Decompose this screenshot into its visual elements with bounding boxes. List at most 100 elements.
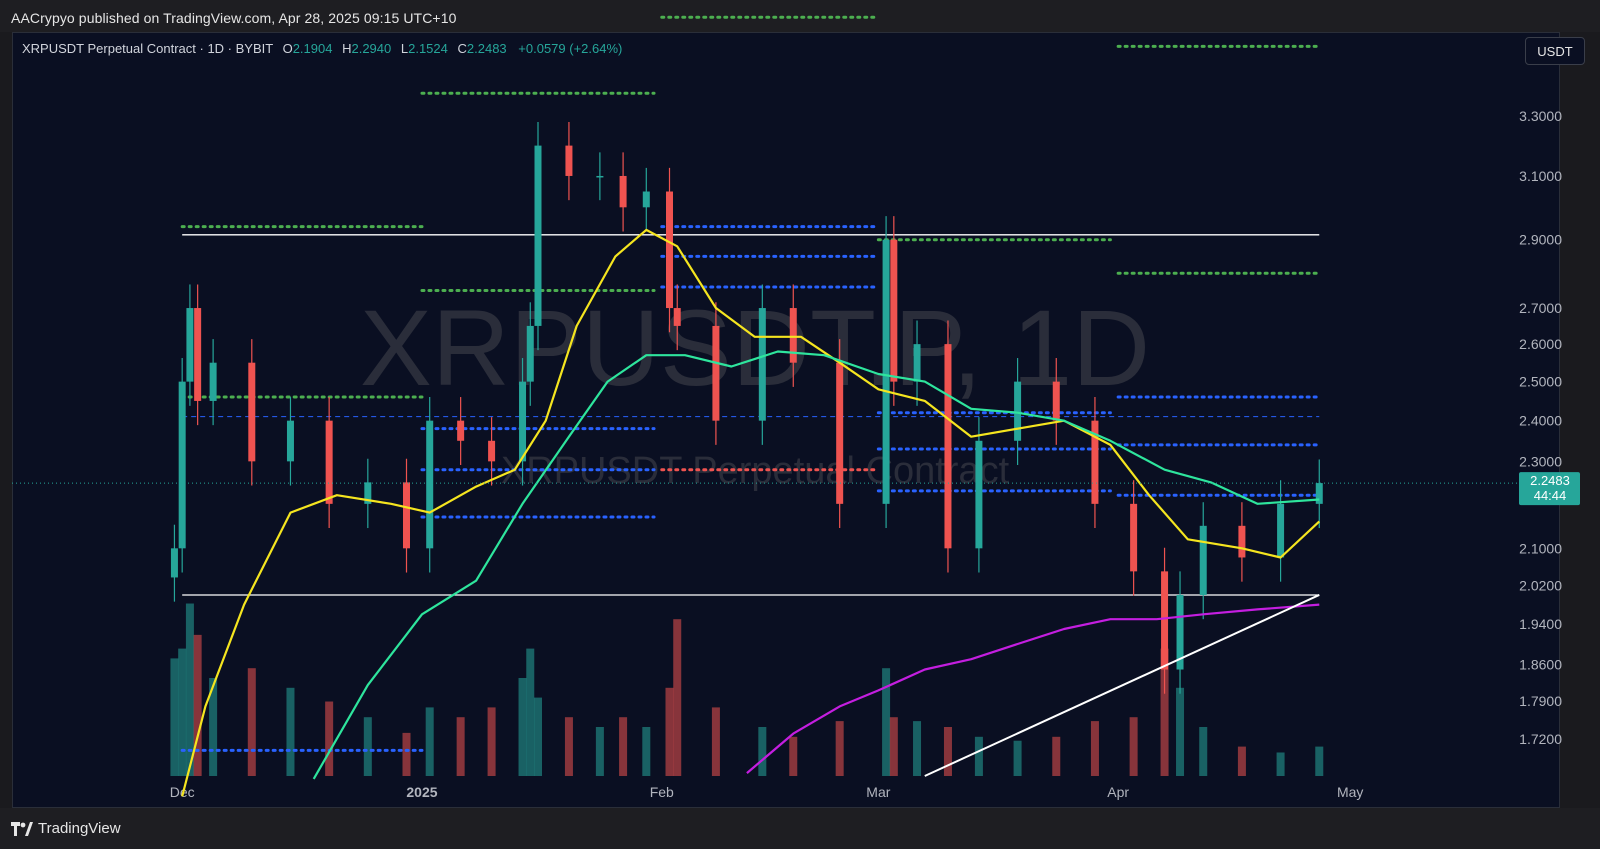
candle-body: [619, 175, 627, 208]
candle-body: [526, 325, 534, 382]
candle-body: [1277, 503, 1285, 558]
change-value: +0.0579 (+2.64%): [518, 41, 623, 56]
candle-body: [1130, 503, 1138, 572]
brand-label: TradingView: [38, 820, 121, 837]
volume-bar: [642, 727, 651, 776]
last-price-label-bg: [1519, 472, 1580, 506]
volume-bar: [889, 717, 898, 776]
volume-bar: [534, 697, 542, 776]
y-tick-label: 1.7200: [1519, 731, 1562, 747]
moving-average-line: [312, 350, 1320, 780]
candle-body: [1315, 483, 1323, 504]
volume-bar: [170, 658, 179, 776]
watermark-symbol: XRPUSDT.P, 1D: [360, 287, 1150, 408]
candle-body: [975, 440, 983, 549]
volume-bar: [456, 717, 465, 776]
volume-bar: [943, 727, 952, 776]
volume-bar: [835, 721, 844, 776]
y-tick-label: 2.7000: [1519, 300, 1562, 316]
candle-body: [1014, 381, 1022, 441]
volume-bar: [1199, 727, 1208, 776]
candle-body: [534, 145, 542, 326]
candle-body: [178, 381, 186, 549]
volume-bar: [487, 707, 496, 776]
moving-average-line: [181, 228, 1321, 797]
last-price-label: 2.2483: [1530, 473, 1570, 488]
candle-body: [457, 420, 465, 441]
y-tick-label: 2.0200: [1519, 577, 1562, 593]
volume-bar: [1052, 736, 1061, 776]
candle-body: [426, 420, 434, 549]
y-tick-label: 1.9400: [1519, 616, 1562, 632]
volume-bar: [665, 687, 674, 776]
y-tick-label: 2.4000: [1519, 413, 1562, 429]
legend-title: XRPUSDT Perpetual Contract · 1D · BYBIT: [22, 41, 273, 56]
volume-bar: [518, 678, 527, 776]
volume-bar: [178, 648, 187, 776]
y-tick-label: 3.1000: [1519, 168, 1562, 184]
volume-bar: [974, 736, 983, 776]
volume-bar: [209, 678, 218, 776]
candle-body: [1052, 381, 1060, 421]
candle-body: [170, 548, 178, 578]
volume-bar: [363, 717, 372, 776]
y-tick-label: 2.1000: [1519, 540, 1562, 556]
volume-bar: [286, 687, 295, 776]
y-tick-label: 2.3000: [1519, 453, 1562, 469]
candle-body: [944, 344, 952, 549]
x-tick-label: Apr: [1107, 784, 1129, 800]
tradingview-logo[interactable]: TradingView: [11, 820, 121, 837]
volume-bar: [673, 619, 682, 776]
candle-body: [882, 239, 890, 504]
low-label: L: [400, 41, 409, 56]
candle-body: [186, 308, 194, 382]
high-value: 2.2940: [351, 41, 392, 56]
candle-body: [403, 482, 410, 549]
candle-body: [1238, 525, 1246, 558]
candle-body: [836, 362, 844, 504]
x-tick-label: Dec: [170, 784, 195, 800]
close-label: C: [457, 41, 467, 56]
volume-bar: [619, 717, 628, 776]
candle-body: [890, 239, 898, 382]
y-tick-label: 2.5000: [1519, 374, 1562, 390]
footer-bar: [0, 808, 1600, 849]
x-tick-label: Feb: [650, 784, 674, 800]
y-tick-label: 1.8600: [1519, 656, 1562, 672]
volume-bar: [193, 634, 202, 776]
volume-bar: [1129, 717, 1138, 776]
candle-body: [789, 308, 797, 363]
y-tick-label: 3.3000: [1519, 108, 1562, 124]
candle-body: [673, 308, 681, 326]
low-value: 2.1524: [408, 41, 448, 56]
chart-panel[interactable]: [12, 32, 1560, 808]
volume-bar: [913, 721, 922, 776]
ohlc-legend: XRPUSDT Perpetual Contract · 1D · BYBIT …: [22, 41, 622, 56]
tradingview-icon: [11, 821, 33, 836]
open-value: 2.1904: [292, 41, 333, 56]
publish-header: AACrypyo published on TradingView.com, A…: [0, 0, 1600, 32]
x-tick-label: Mar: [866, 784, 890, 800]
volume-bar: [1160, 648, 1169, 776]
volume-bar: [882, 668, 891, 776]
publish-line: AACrypyo published on TradingView.com, A…: [11, 10, 457, 26]
close-value: 2.2483: [466, 41, 507, 56]
y-tick-label: 2.6000: [1519, 336, 1562, 352]
volume-bar: [1276, 752, 1285, 776]
volume-bar: [402, 732, 411, 776]
candle-body: [194, 308, 202, 401]
y-tick-label: 2.9000: [1519, 232, 1562, 248]
candle-body: [325, 420, 333, 504]
candle-body: [565, 145, 573, 176]
x-tick-label: 2025: [406, 784, 437, 800]
volume-bar: [564, 717, 573, 776]
open-label: O: [282, 41, 293, 56]
currency-button[interactable]: USDT: [1525, 37, 1585, 65]
bar-countdown-label: 44:44: [1534, 488, 1567, 503]
candle-body: [519, 381, 527, 462]
volume-bar: [1013, 740, 1022, 776]
volume-bar: [526, 648, 535, 776]
volume-bar: [1176, 687, 1185, 776]
volume-bar: [595, 727, 604, 776]
